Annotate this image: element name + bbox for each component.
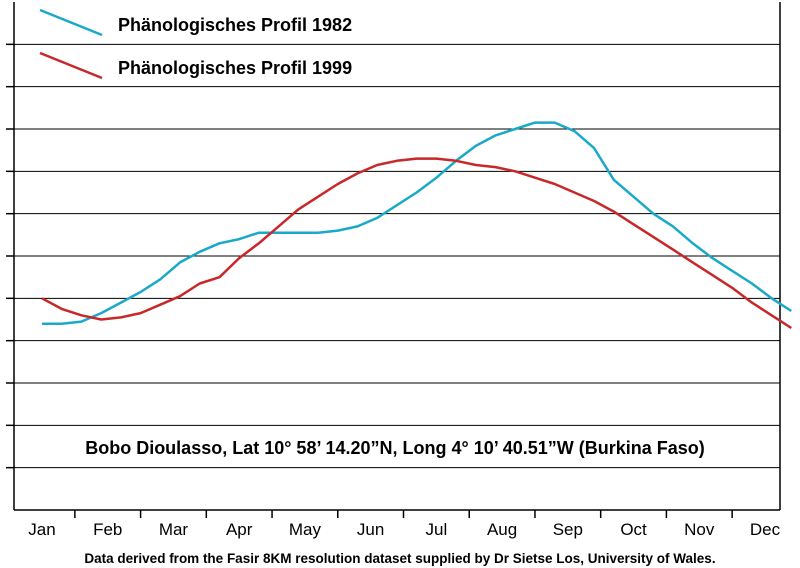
x-tick-label: Feb	[93, 520, 122, 539]
legend-swatch	[39, 8, 103, 37]
x-tick-label: Nov	[684, 520, 715, 539]
x-tick-label: Sep	[553, 520, 583, 539]
x-tick-label: Oct	[620, 520, 647, 539]
x-tick-label: Apr	[226, 520, 253, 539]
series-layer	[41, 121, 792, 330]
data-source-caption: Data derived from the Fasir 8KM resoluti…	[84, 551, 715, 566]
series-line	[42, 121, 792, 325]
grid-lines	[6, 2, 781, 511]
x-axis-ticks: Jan Feb Mar Apr May Jun Jul Aug Sep Oct Nov Dec	[28, 510, 781, 539]
series-line	[41, 157, 792, 330]
x-tick-label: Jun	[357, 520, 384, 539]
legend: Phänologisches Profil 1982 Phänologisches…	[39, 8, 352, 80]
location-annotation: Bobo Dioulasso, Lat 10° 58’ 14.20”N, Lon…	[85, 438, 705, 458]
x-tick-label: Aug	[487, 520, 517, 539]
legend-swatch	[39, 51, 103, 80]
legend-label: Phänologisches Profil 1999	[118, 58, 352, 78]
legend-label: Phänologisches Profil 1982	[118, 15, 352, 35]
x-tick-label: Jan	[28, 520, 55, 539]
x-tick-label: May	[289, 520, 322, 539]
x-tick-label: Dec	[750, 520, 781, 539]
x-tick-label: Mar	[159, 520, 189, 539]
x-tick-label: Jul	[425, 520, 447, 539]
